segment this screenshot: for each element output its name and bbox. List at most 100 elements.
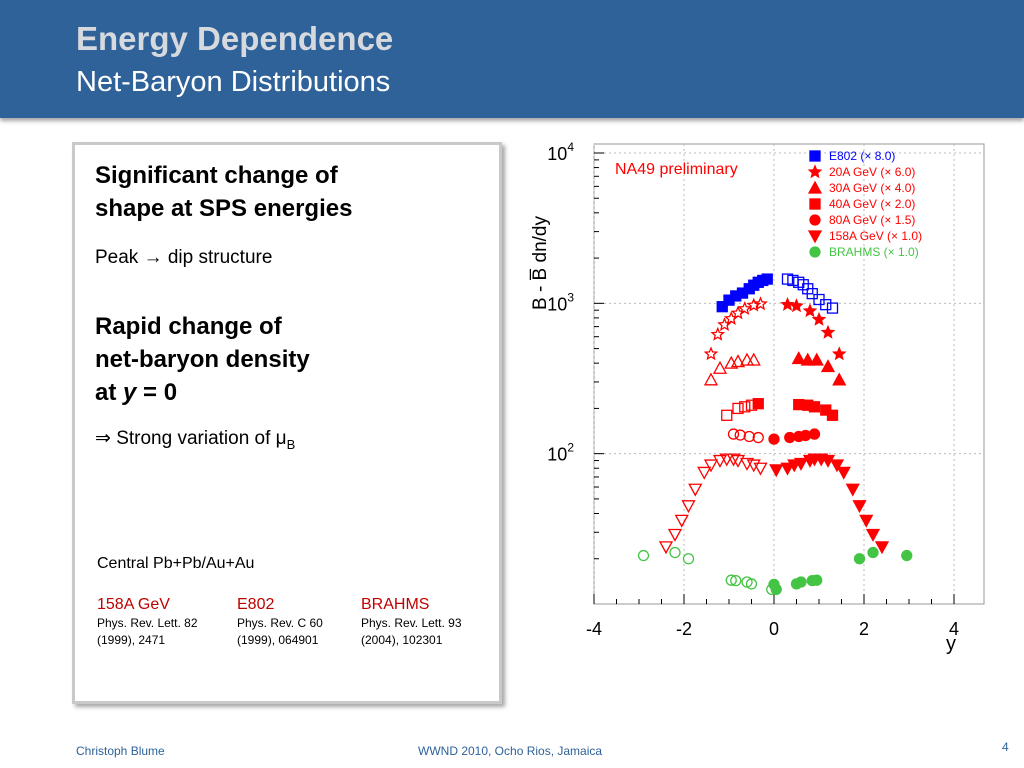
data-point-open [766, 583, 778, 596]
data-point-open [712, 454, 728, 468]
data-point-open [727, 428, 740, 440]
x-tick-label: 0 [769, 619, 779, 639]
y-tick-label: 102 [547, 441, 574, 465]
y-tick-exponent: 2 [567, 441, 574, 455]
point2-line2: net-baryon density [95, 346, 310, 373]
data-point-filled [769, 464, 784, 478]
series-1 [703, 296, 847, 361]
ref-line2: (1999), 064901 [237, 633, 319, 647]
footer-event: WWND 2010, Ocho Rios, Jamaica [418, 744, 603, 758]
data-point-filled [780, 296, 795, 311]
data-point-open [725, 574, 737, 586]
data-point-open [726, 453, 741, 467]
legend-label: E802 (× 8.0) [829, 149, 895, 163]
data-point-open [667, 528, 683, 542]
point1-heading: Significant change of shape at SPS energ… [95, 159, 352, 225]
ref-col-e802: E802 Phys. Rev. C 60 (1999), 064901 [237, 595, 323, 649]
point2-line3-pre: at [95, 379, 124, 406]
data-point-open [719, 453, 734, 467]
data-point-open [730, 454, 746, 468]
data-point-filled [874, 541, 890, 555]
data-point-filled [752, 398, 764, 410]
slide-subtitle: Net-Baryon Distributions [76, 66, 391, 98]
legend-label: 80A GeV (× 1.5) [829, 213, 915, 227]
data-point-open [753, 462, 768, 476]
data-point-open [739, 401, 751, 413]
data-point-filled [716, 301, 728, 313]
data-point-filled [780, 462, 795, 476]
text-box: Significant change of shape at SPS energ… [72, 142, 502, 704]
data-point-open [710, 326, 726, 341]
data-point-open [674, 514, 689, 528]
point2-heading: Rapid change of net-baryon density at y … [95, 310, 310, 409]
y-tick-exponent: 4 [567, 140, 574, 154]
data-point-open [826, 302, 839, 314]
data-point-filled [802, 303, 818, 318]
footer-author: Christoph Blume [76, 744, 165, 758]
data-point-open [682, 553, 695, 565]
data-point-open [745, 578, 758, 590]
data-point-filled [820, 359, 836, 373]
ref-col-158: 158A GeV Phys. Rev. Lett. 82 (1999), 247… [97, 595, 198, 649]
data-point-filled [859, 514, 874, 528]
net-baryon-chart: -4 -2 0 2 4 102 103 104 NA49 preliminary y B - … [530, 140, 985, 655]
point2-subtext: ⇒ Strong variation of μB [95, 427, 295, 452]
ref-col-brahms: BRAHMS Phys. Rev. Lett. 93 (2004), 10230… [361, 595, 462, 649]
legend-marker [809, 198, 821, 210]
data-point-open [734, 429, 746, 441]
data-point-filled [768, 433, 780, 445]
page-number: 4 [1002, 740, 1009, 754]
y-tick-exponent: 3 [567, 290, 574, 304]
legend-marker [809, 150, 821, 162]
data-point-open [752, 431, 764, 444]
y-tick-label: 104 [547, 140, 574, 164]
data-point-open [732, 402, 744, 415]
series-6 [637, 546, 913, 596]
legend: E802 (× 8.0) 20A GeV (× 6.0) 30A GeV (× 4.… [807, 149, 922, 259]
legend-label: 20A GeV (× 6.0) [829, 165, 915, 179]
legend-marker [807, 180, 823, 194]
data-point-filled [852, 500, 867, 514]
data-point-open [681, 500, 696, 514]
data-point-open [820, 299, 832, 311]
data-point-open [669, 546, 681, 559]
series-3 [721, 398, 839, 421]
data-point-filled [811, 574, 823, 586]
data-point-filled [832, 372, 847, 386]
data-point-filled [808, 428, 821, 440]
data-point-open [697, 466, 712, 480]
legend-marker [809, 214, 821, 226]
data-point-open [658, 541, 674, 555]
refs-title: Central Pb+Pb/Au+Au [97, 555, 255, 572]
series-4 [727, 428, 821, 445]
y-tick-label: 103 [547, 290, 574, 314]
x-tick-label: 4 [949, 619, 959, 639]
point2-line1: Rapid change of [95, 313, 282, 340]
plot-frame [593, 143, 985, 605]
legend-marker [809, 246, 821, 258]
legend-marker [807, 164, 823, 179]
legend-label: BRAHMS (× 1.0) [829, 245, 919, 259]
point2-sub-subscript: B [286, 436, 296, 452]
data-point-open [730, 354, 746, 368]
data-point-open [703, 372, 719, 386]
ref-line1: Phys. Rev. Lett. 82 [97, 616, 198, 630]
x-tick-label: -2 [676, 619, 692, 639]
ref-line2: (1999), 2471 [97, 633, 166, 647]
data-point-filled [829, 459, 845, 473]
data-point-filled [867, 546, 879, 559]
data-point-open [746, 297, 762, 312]
point2-sub-main: ⇒ Strong variation of μ [95, 428, 287, 449]
data-point-filled [809, 352, 824, 366]
data-point-filled [793, 457, 809, 471]
data-point-filled [811, 311, 827, 326]
data-point-open [746, 459, 761, 473]
data-point-filled [845, 483, 860, 497]
data-point-open [806, 287, 818, 300]
data-point-filled [865, 528, 881, 542]
x-tick-label: 2 [859, 619, 869, 639]
data-point-open [703, 459, 719, 473]
slide-title: Energy Dependence [76, 20, 394, 57]
data-point-filled [826, 409, 839, 421]
y-axis-label: B - B̅ dn/dy [530, 216, 551, 310]
